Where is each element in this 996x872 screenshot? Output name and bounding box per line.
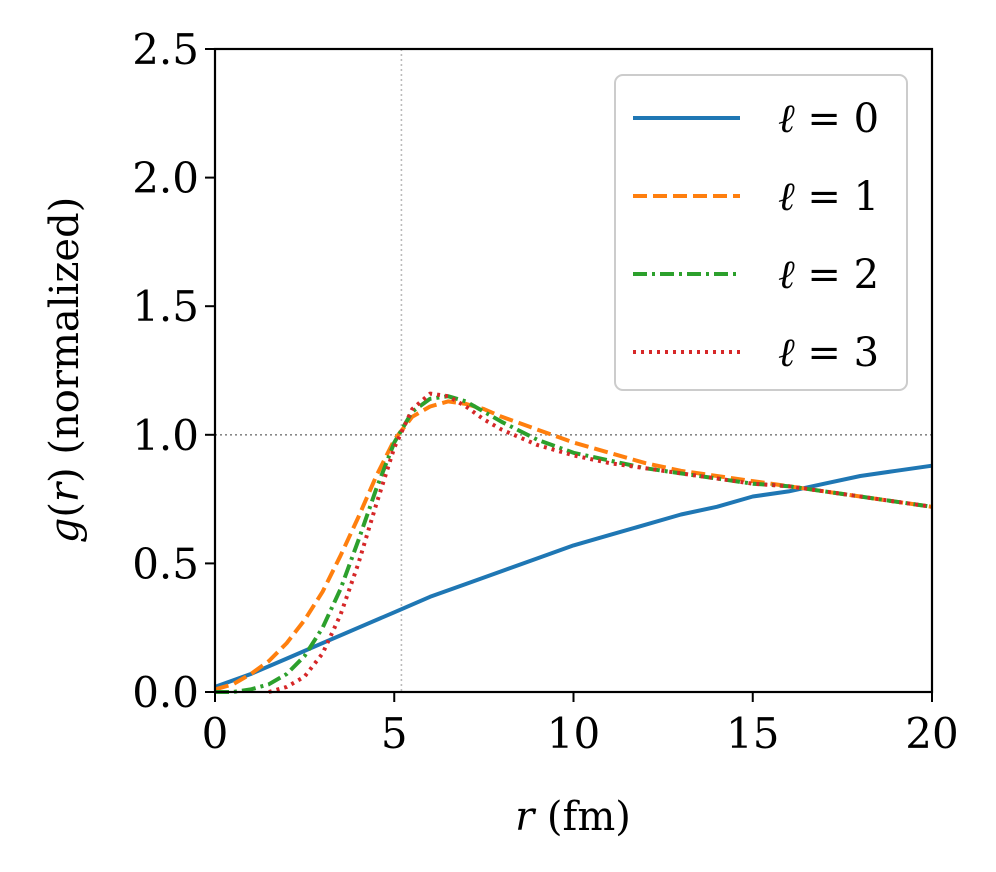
x-axis-ticks: 0 5 10 15 20 [202, 692, 959, 758]
x-tick-label: 5 [381, 709, 408, 758]
y-tick-label: 1.5 [132, 282, 199, 331]
y-axis-label-rest: (normalized) [42, 197, 88, 468]
series-group [214, 391, 933, 694]
x-tick-label: 0 [202, 709, 229, 758]
legend-label-l1: ℓ = 1 [778, 174, 879, 220]
y-tick-label: 0.0 [132, 668, 199, 717]
series-line-l1 [214, 399, 933, 692]
legend: ℓ = 0 ℓ = 1 ℓ = 2 ℓ = 3 [614, 74, 908, 391]
y-tick-label: 2.5 [132, 25, 199, 74]
y-axis-label-arg: r [42, 480, 88, 502]
y-axis-label-var: g [42, 518, 88, 544]
y-axis-label-close: ) [42, 467, 88, 483]
x-tick-label: 20 [905, 709, 958, 758]
legend-label-l0: ℓ = 0 [778, 96, 879, 142]
series-line-l3 [268, 391, 933, 694]
x-axis-label-rest: (fm) [534, 794, 631, 840]
legend-box [614, 74, 908, 391]
y-axis-label-open: ( [42, 502, 88, 518]
y-axis-label: g(r) (normalized) [42, 197, 88, 544]
series-line-l0 [214, 463, 933, 689]
legend-label-l2: ℓ = 2 [778, 252, 879, 298]
y-axis-ticks: 0.0 0.5 1.0 1.5 2.0 2.5 [132, 25, 215, 717]
x-axis-label-var: r [515, 794, 537, 840]
legend-label-l3: ℓ = 3 [778, 330, 879, 376]
x-axis-label: r (fm) [515, 794, 631, 840]
x-tick-label: 15 [726, 709, 779, 758]
y-tick-label: 0.5 [132, 539, 199, 588]
y-tick-label: 1.0 [132, 411, 199, 460]
x-tick-label: 10 [547, 709, 600, 758]
y-tick-label: 2.0 [132, 154, 199, 203]
